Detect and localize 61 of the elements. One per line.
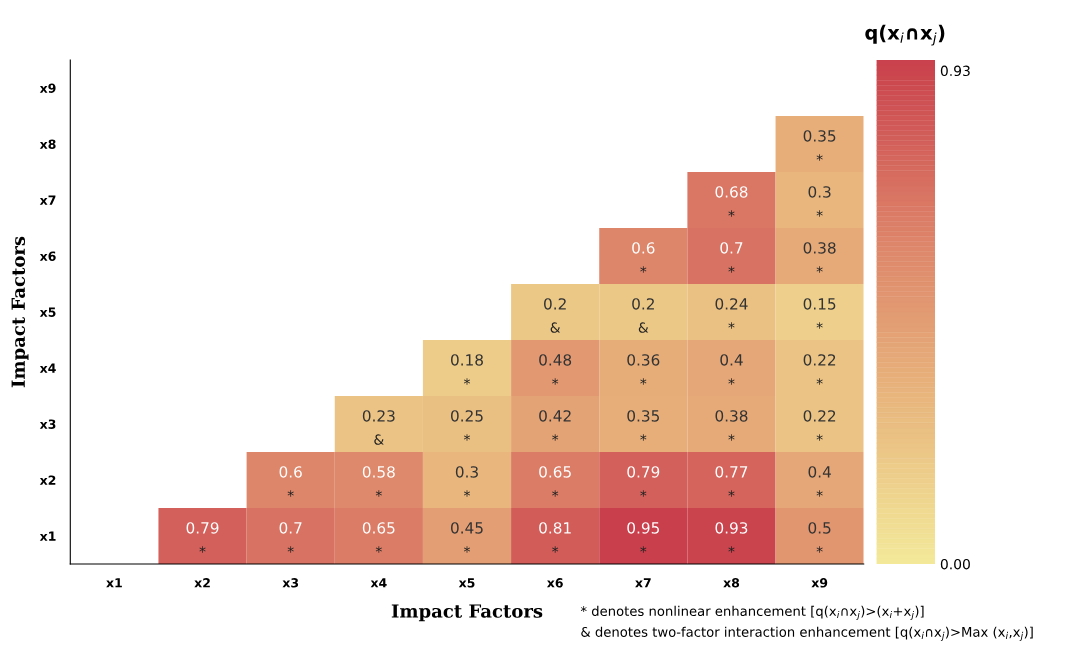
data-label: 0.45 * bbox=[451, 522, 483, 553]
data-label: 0.65 * bbox=[362, 522, 395, 553]
y-tick-label: x8 bbox=[39, 139, 56, 149]
data-label: 0.24 * bbox=[715, 298, 748, 329]
data-label: 0.79 * bbox=[186, 522, 219, 553]
data-label: 0.15 * bbox=[803, 298, 836, 329]
x-tick-label: x1 bbox=[106, 578, 122, 588]
data-label: 0.3 * bbox=[455, 466, 478, 497]
data-label: 0.35 * bbox=[803, 130, 836, 161]
x-tick-label: x5 bbox=[458, 578, 475, 588]
y-tick-label: x7 bbox=[39, 195, 56, 205]
y-tick-label: x4 bbox=[39, 363, 56, 373]
data-label: 0.2 & bbox=[544, 298, 566, 333]
x-tick-label: x7 bbox=[635, 578, 651, 588]
y-tick-label: x9 bbox=[39, 83, 56, 93]
data-label: 0.25 * bbox=[451, 410, 483, 441]
data-label: 0.22 * bbox=[803, 354, 836, 385]
data-label: 0.65 * bbox=[539, 466, 571, 497]
y-tick-label: x1 bbox=[39, 531, 56, 541]
data-label: 0.81 * bbox=[539, 522, 571, 553]
x-tick-label: x4 bbox=[370, 578, 387, 588]
x-tick-label: x9 bbox=[811, 578, 828, 588]
data-label: 0.58 * bbox=[362, 466, 395, 497]
data-label: 0.79 * bbox=[627, 466, 660, 497]
data-label: 0.35 * bbox=[627, 410, 659, 441]
data-label: 0.18 * bbox=[451, 354, 483, 385]
y-tick-label: x2 bbox=[39, 475, 56, 485]
data-label: 0.23 & bbox=[362, 410, 395, 445]
data-label: 0.4 * bbox=[720, 354, 743, 385]
data-label: 0.38 * bbox=[715, 410, 748, 441]
data-label: 0.22 * bbox=[803, 410, 836, 441]
x-axis-title: Impact Factors bbox=[391, 604, 543, 622]
data-label: 0.2 & bbox=[632, 298, 654, 333]
data-label: 0.5 * bbox=[808, 522, 831, 553]
data-label: 0.77 * bbox=[715, 466, 748, 497]
x-tick-label: x3 bbox=[282, 578, 299, 588]
text: * denotes nonlinear enhancement [q(x$_{i}$∩x$_{j}$)>(x$_{i}$+x$_{j}$)] bbox=[580, 605, 924, 620]
data-label: 0.68 * bbox=[715, 186, 748, 217]
data-label: 0.3 * bbox=[808, 186, 831, 217]
x-tick-label: x2 bbox=[194, 578, 210, 588]
data-label: 0.95 * bbox=[627, 522, 659, 553]
color-bar-label: 0.93 bbox=[940, 65, 970, 77]
data-label: 0.4 * bbox=[808, 466, 831, 497]
y-tick-label: x5 bbox=[39, 307, 56, 317]
data-label: 0.42 * bbox=[539, 410, 571, 441]
data-label: 0.36 * bbox=[627, 354, 660, 385]
data-label: 0.6 * bbox=[632, 242, 655, 273]
data-label: 0.48 * bbox=[539, 354, 572, 385]
data-label: 0.38 * bbox=[803, 242, 836, 273]
x-tick-label: x8 bbox=[723, 578, 740, 588]
data-label: 0.7 * bbox=[720, 242, 743, 273]
data-label: 0.93 * bbox=[715, 522, 748, 553]
color-bar-title: q(x$_{i}$∩x$_{j}$) bbox=[865, 24, 945, 46]
text: & denotes two-factor interaction enhancement [q(x$_{i}$∩x$_{j}$)>Max (x$_{i}$,x$_{j}$)] bbox=[581, 626, 1033, 641]
color-bar-label: 0.00 bbox=[940, 558, 970, 570]
y-tick-label: x6 bbox=[39, 251, 56, 261]
y-tick-label: x3 bbox=[39, 419, 56, 429]
data-label: 0.6 * bbox=[279, 466, 302, 497]
y-axis-title: Impact Factors bbox=[11, 236, 29, 388]
x-tick-label: x6 bbox=[546, 578, 563, 588]
data-label: 0.7 * bbox=[279, 522, 302, 553]
